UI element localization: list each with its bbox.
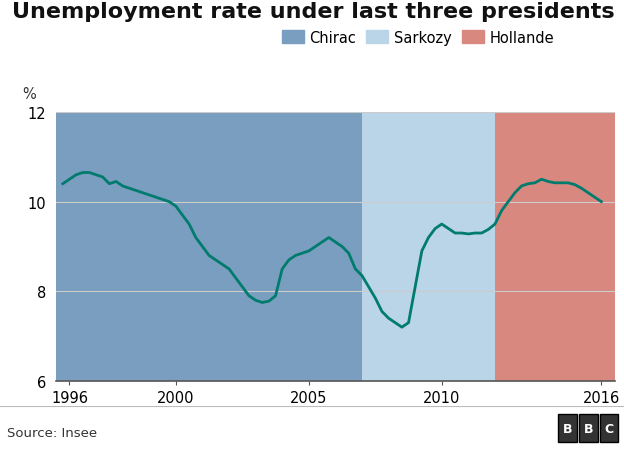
FancyBboxPatch shape [558, 414, 577, 442]
Text: Source: Insee: Source: Insee [7, 426, 97, 438]
Bar [56, 113, 362, 381]
Text: Unemployment rate under last three presidents: Unemployment rate under last three presi… [12, 2, 615, 22]
Text: %: % [22, 87, 36, 101]
Bar [495, 113, 615, 381]
Text: C: C [605, 422, 613, 435]
Legend: Chirac, Sarkozy, Hollande: Chirac, Sarkozy, Hollande [279, 28, 557, 48]
Text: B: B [583, 422, 593, 435]
Text: B: B [563, 422, 573, 435]
Bar [362, 113, 495, 381]
FancyBboxPatch shape [579, 414, 598, 442]
FancyBboxPatch shape [600, 414, 618, 442]
